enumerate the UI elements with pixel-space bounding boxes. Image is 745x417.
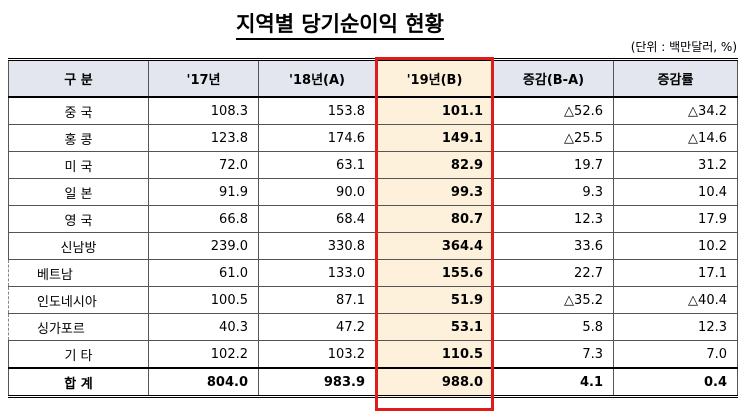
title-text: 지역별 당기순이익 현황 [236,12,444,40]
cell: 988.0 [375,367,494,398]
table-row: 일 본 91.9 90.0 99.3 9.3 10.4 [8,178,738,206]
row-label: 싱가포르 [8,313,149,341]
table-row: 싱가포르 40.3 47.2 53.1 5.8 12.3 [8,313,738,341]
column-header: '18년(A) [258,58,376,98]
row-label: 기 타 [8,340,149,369]
table-row: 기 타 102.2 103.2 110.5 7.3 7.0 [8,340,738,369]
cell: 103.2 [258,340,376,369]
table-row: 홍 콩 123.8 174.6 149.1 △25.5 △14.6 [8,124,738,152]
cell: 9.3 [493,178,614,206]
cell: △34.2 [613,96,738,125]
cell: 10.2 [613,232,738,260]
profit-table: 구 분 '17년 '18년(A) '19년(B) 증감(B-A) 증감률 중 국 108.3… [8,58,738,398]
cell: 239.0 [148,232,259,260]
cell: 17.9 [613,205,738,233]
cell: 80.7 [375,205,494,233]
row-label: 영 국 [8,205,149,233]
cell: 82.9 [375,151,494,179]
cell: 330.8 [258,232,376,260]
row-label: 일 본 [8,178,149,206]
row-label: 인도네시아 [8,286,149,314]
cell: 19.7 [493,151,614,179]
column-header: '17년 [148,58,259,98]
column-header: 증감률 [613,58,738,98]
header-row: 구 분 '17년 '18년(A) '19년(B) 증감(B-A) 증감률 [8,58,738,98]
column-header: '19년(B) [375,58,494,98]
cell: 100.5 [148,286,259,314]
cell: 66.8 [148,205,259,233]
cell: 12.3 [613,313,738,341]
cell: 0.4 [613,367,738,398]
cell: 91.9 [148,178,259,206]
table-row: 미 국 72.0 63.1 82.9 19.7 31.2 [8,151,738,179]
row-label: 합 계 [8,367,149,398]
cell: 99.3 [375,178,494,206]
table-row: 신남방 239.0 330.8 364.4 33.6 10.2 [8,232,738,260]
cell: 22.7 [493,259,614,287]
cell: 87.1 [258,286,376,314]
cell: 61.0 [148,259,259,287]
table-row: 중 국 108.3 153.8 101.1 △52.6 △34.2 [8,96,738,125]
cell: 51.9 [375,286,494,314]
cell: 101.1 [375,96,494,125]
row-label: 홍 콩 [8,124,149,152]
cell: 5.8 [493,313,614,341]
column-header: 구 분 [8,58,149,98]
cell: 33.6 [493,232,614,260]
cell: 17.1 [613,259,738,287]
cell: 7.3 [493,340,614,369]
table-row: 영 국 66.8 68.4 80.7 12.3 17.9 [8,205,738,233]
cell: 108.3 [148,96,259,125]
table-row: 베트남 61.0 133.0 155.6 22.7 17.1 [8,259,738,287]
cell: 174.6 [258,124,376,152]
cell: △25.5 [493,124,614,152]
cell: 10.4 [613,178,738,206]
cell: 4.1 [493,367,614,398]
cell: 12.3 [493,205,614,233]
row-label: 중 국 [8,96,149,125]
cell: 110.5 [375,340,494,369]
unit-note: (단위 : 백만달러, %) [630,40,737,54]
row-label: 신남방 [8,232,149,260]
cell: 133.0 [258,259,376,287]
table-row: 인도네시아 100.5 87.1 51.9 △35.2 △40.4 [8,286,738,314]
table-row: 합 계 804.0 983.9 988.0 4.1 0.4 [8,367,738,398]
cell: 7.0 [613,340,738,369]
cell: △40.4 [613,286,738,314]
cell: 155.6 [375,259,494,287]
title: 지역별 당기순이익 현황 [0,8,680,40]
cell: 63.1 [258,151,376,179]
cell: 153.8 [258,96,376,125]
cell: 31.2 [613,151,738,179]
cell: 72.0 [148,151,259,179]
cell: △52.6 [493,96,614,125]
row-label: 베트남 [8,259,149,287]
cell: 364.4 [375,232,494,260]
cell: 53.1 [375,313,494,341]
row-label: 미 국 [8,151,149,179]
cell: 40.3 [148,313,259,341]
column-header: 증감(B-A) [493,58,614,98]
cell: 804.0 [148,367,259,398]
cell: 123.8 [148,124,259,152]
cell: △14.6 [613,124,738,152]
cell: 149.1 [375,124,494,152]
cell: 47.2 [258,313,376,341]
cell: 102.2 [148,340,259,369]
cell: △35.2 [493,286,614,314]
cell: 983.9 [258,367,376,398]
cell: 68.4 [258,205,376,233]
cell: 90.0 [258,178,376,206]
